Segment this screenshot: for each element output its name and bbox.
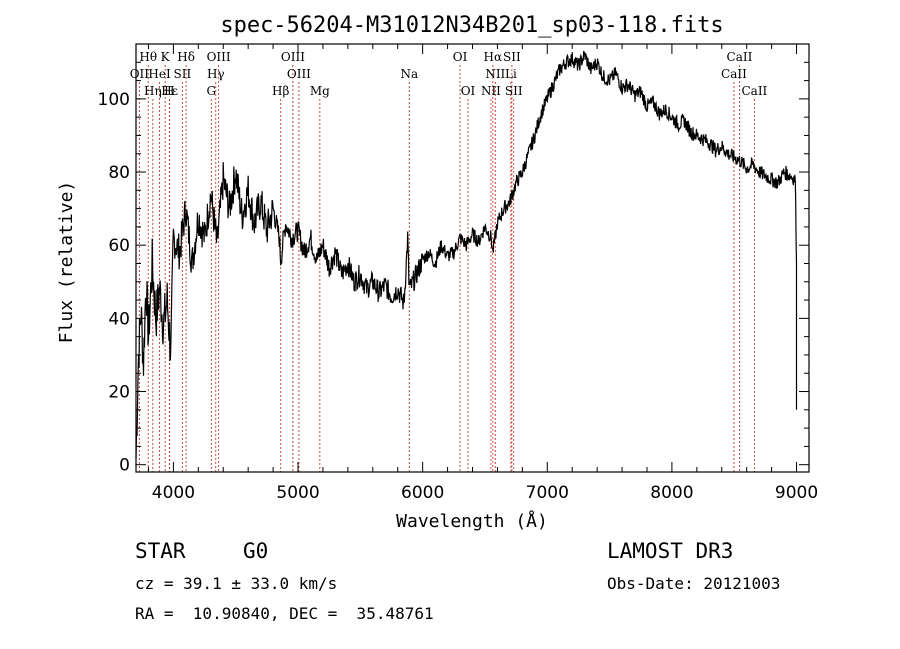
x-axis-label: Wavelength (Å)	[396, 510, 548, 532]
line-marker-label: Li	[505, 67, 517, 81]
line-marker-label: Hγ	[207, 67, 225, 81]
line-marker-label: CaII	[727, 50, 753, 64]
line-marker-label: NII	[485, 67, 505, 81]
line-marker-label: K	[161, 50, 171, 64]
coordinates-readout: RA = 10.90840, DEC = 35.48761	[135, 604, 434, 623]
y-tick-label: 0	[119, 456, 130, 476]
y-tick-label: 40	[108, 309, 130, 329]
plot-frame	[135, 43, 810, 473]
line-marker-label: NII	[481, 84, 501, 98]
line-marker-label: Na	[400, 67, 418, 81]
x-tick-label: 7000	[526, 483, 569, 503]
line-marker-label: CaII	[741, 84, 767, 98]
line-marker-label: H	[164, 84, 174, 98]
y-tick-label: 100	[98, 90, 130, 110]
line-marker-label: HeI	[148, 67, 171, 81]
line-marker-label: CaII	[721, 67, 747, 81]
line-marker-label: SII	[505, 84, 523, 98]
line-marker-label: Hα	[484, 50, 503, 64]
y-tick-label: 60	[108, 236, 130, 256]
x-tick-label: 9000	[775, 483, 818, 503]
chart-title: spec-56204-M31012N34B201_sp03-118.fits	[220, 13, 723, 38]
x-tick-label: 4000	[152, 483, 195, 503]
x-tick-label: 5000	[276, 483, 319, 503]
line-marker-label: SII	[174, 67, 192, 81]
line-marker-label: OIII	[281, 50, 305, 64]
line-marker-label: Hδ	[177, 50, 195, 64]
y-tick-label: 80	[108, 163, 130, 183]
line-marker-label: Hθ	[139, 50, 157, 64]
object-class: STAR	[135, 539, 186, 563]
obs-date: Obs-Date: 20121003	[607, 574, 781, 593]
line-marker-label: OI	[453, 50, 468, 64]
line-marker-label: Hε	[161, 84, 178, 98]
line-marker-label: Mg	[310, 84, 330, 98]
line-marker-label: OI	[461, 84, 476, 98]
line-marker-label: G	[206, 84, 216, 98]
survey-name: LAMOST DR3	[607, 539, 734, 563]
x-tick-label: 8000	[650, 483, 693, 503]
spectrum-line	[135, 50, 798, 458]
y-tick-label: 20	[108, 383, 130, 403]
object-subclass: G0	[243, 539, 269, 563]
line-marker-label: Hη	[144, 84, 162, 98]
line-marker-label: OIII	[287, 67, 311, 81]
y-axis-label: Flux (relative)	[56, 181, 77, 344]
line-marker-label: SII	[503, 50, 521, 64]
line-marker-label: OII	[130, 67, 150, 81]
x-tick-label: 6000	[401, 483, 444, 503]
redshift-readout: cz = 39.1 ± 33.0 km/s	[135, 574, 338, 593]
line-marker-label: OIII	[207, 50, 231, 64]
line-marker-label: Hβ	[272, 84, 289, 98]
axis-ticks: 4000 5000 6000 7000 8000 9000 0 20 40 60 80 100	[98, 44, 818, 503]
